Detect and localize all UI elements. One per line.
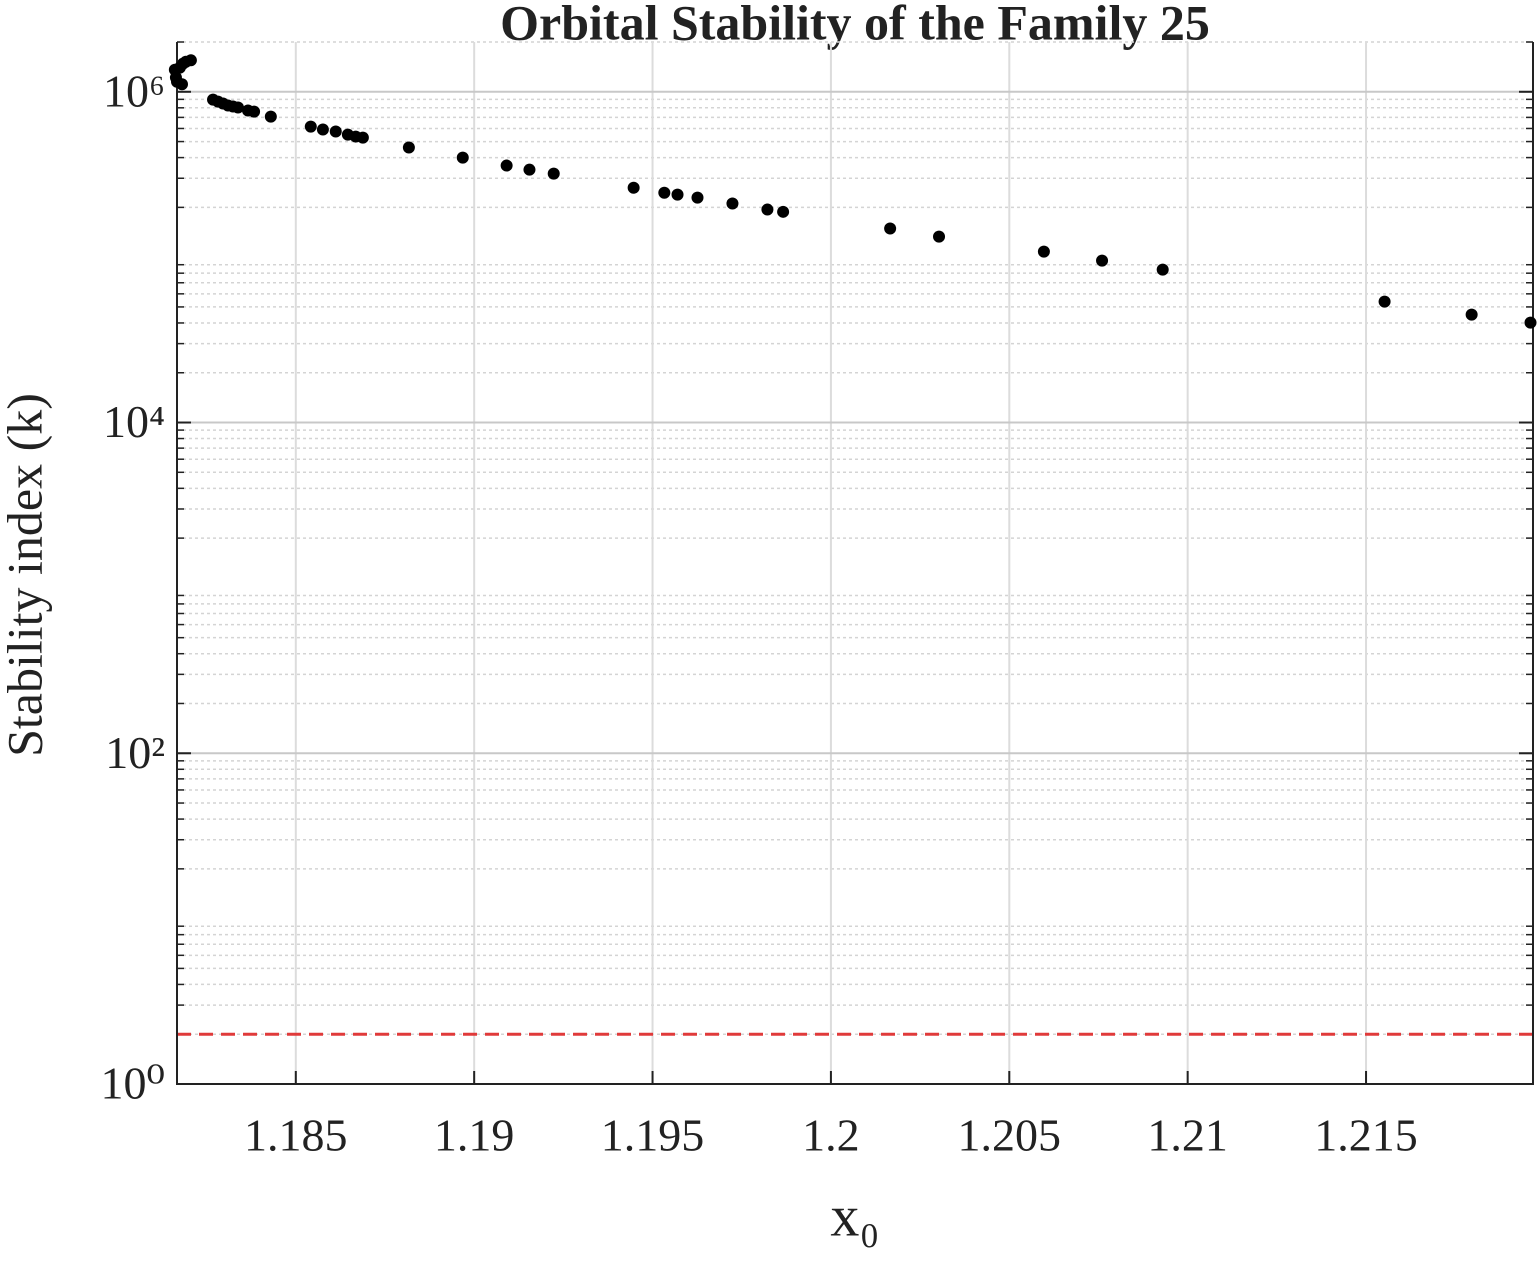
x-axis-label: x₀ (830, 1183, 879, 1248)
y-tick-label: 10⁶ (103, 65, 165, 116)
data-point (1096, 254, 1109, 267)
x-tick-label: 1.215 (1314, 1110, 1418, 1161)
x-tick-label: 1.205 (958, 1110, 1062, 1161)
y-axis-label: Stability index (k) (0, 393, 52, 757)
data-point (456, 151, 469, 164)
data-point (627, 181, 640, 194)
data-point (1524, 316, 1537, 329)
x-tick-label: 1.21 (1147, 1110, 1228, 1161)
data-point (761, 203, 774, 216)
chart-title: Orbital Stability of the Family 25 (500, 0, 1210, 50)
data-point (658, 186, 671, 199)
data-point (1156, 263, 1169, 276)
data-point (500, 159, 513, 172)
x-tick-label: 1.2 (802, 1110, 860, 1161)
data-point (1465, 308, 1478, 321)
y-tick-label: 10⁴ (103, 396, 165, 447)
y-tick-label: 10⁰ (101, 1058, 165, 1109)
data-point (1037, 245, 1050, 258)
x-tick-label: 1.195 (601, 1110, 705, 1161)
data-point (547, 167, 560, 180)
data-point (691, 191, 704, 204)
data-point (1378, 295, 1391, 308)
data-point (329, 125, 342, 138)
x-tick-label: 1.185 (244, 1110, 348, 1161)
data-point (248, 105, 261, 118)
y-tick-label: 10² (105, 727, 165, 778)
data-point (175, 78, 188, 91)
data-point (726, 197, 739, 210)
axis-frame (176, 42, 1534, 1085)
data-point (933, 230, 946, 243)
data-point (264, 110, 277, 123)
data-point (232, 101, 245, 114)
data-point (671, 188, 684, 201)
data-point (884, 222, 897, 235)
data-point (402, 141, 415, 154)
data-point (184, 54, 197, 67)
data-point (356, 131, 369, 144)
x-tick-label: 1.19 (434, 1110, 515, 1161)
data-point (316, 123, 329, 136)
data-point (777, 205, 790, 218)
data-point (304, 120, 317, 133)
data-point (523, 163, 536, 176)
